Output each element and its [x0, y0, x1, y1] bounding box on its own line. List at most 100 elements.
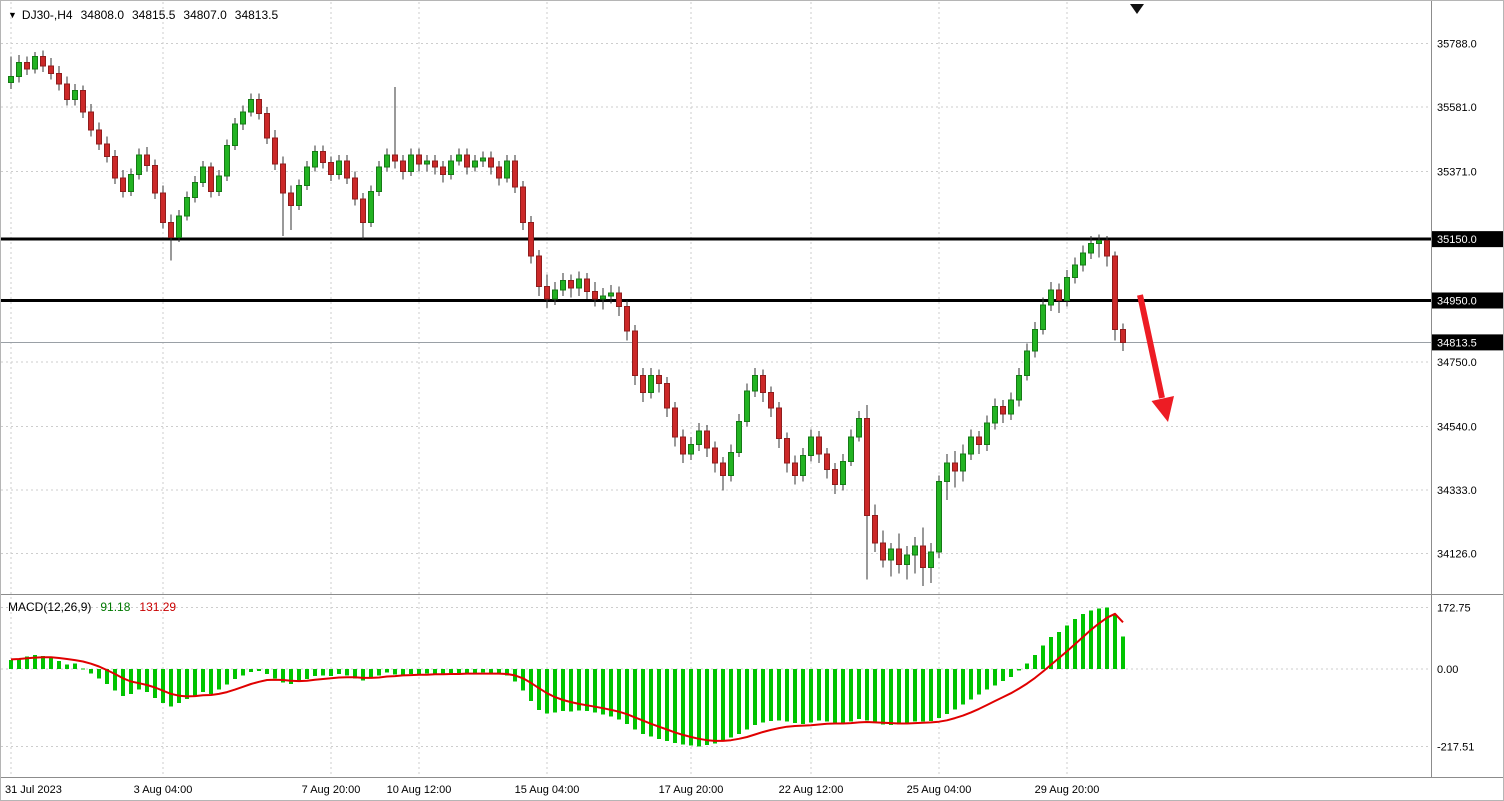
candle-bullish — [936, 481, 942, 553]
candle-bearish — [544, 286, 550, 300]
macd-histogram-bar — [889, 669, 893, 726]
macd-histogram-bar — [105, 669, 109, 684]
level-price-tag — [1432, 231, 1503, 248]
price-axis-label: 34750.0 — [1437, 357, 1477, 369]
macd-histogram-bar — [937, 669, 941, 719]
time-axis[interactable] — [1, 778, 1504, 801]
candle-bearish — [680, 436, 686, 455]
candle-bullish — [560, 280, 566, 291]
macd-signal-value: 131.29 — [139, 600, 177, 614]
macd-histogram-bar — [553, 669, 557, 713]
candle-bullish — [312, 151, 318, 168]
macd-histogram-bar — [529, 669, 533, 702]
candle-bearish — [168, 221, 174, 239]
macd-histogram-bar — [761, 669, 765, 723]
candle-bullish — [304, 166, 310, 186]
candle-bearish — [536, 255, 542, 288]
candle-bearish — [768, 392, 774, 409]
macd-histogram-bar — [329, 669, 333, 677]
candle-bullish — [576, 278, 582, 289]
symbol-name: DJ30-,H4 — [21, 8, 73, 22]
macd-histogram-bar — [913, 669, 917, 722]
macd-histogram-bar — [689, 669, 693, 746]
macd-histogram-bar — [1097, 608, 1101, 669]
macd-histogram-bar — [1065, 625, 1069, 669]
macd-histogram-bar — [361, 669, 365, 681]
candle-bullish — [1072, 264, 1078, 278]
time-axis-label: 17 Aug 20:00 — [659, 784, 724, 796]
symbol-header: ▼ DJ30-,H4 34808.0 34815.5 34807.0 34813.5 — [8, 8, 278, 22]
trend-arrow-head-icon[interactable] — [1151, 396, 1175, 422]
candle-bullish — [848, 436, 854, 463]
macd-histogram-bar — [521, 669, 525, 691]
macd-main-value: 91.18 — [100, 600, 131, 614]
candle-bearish — [432, 160, 438, 168]
macd-histogram-bar — [505, 669, 509, 676]
candle-bullish — [448, 160, 454, 176]
macd-histogram-bar — [769, 669, 773, 721]
macd-signal-line — [10, 612, 1124, 742]
macd-histogram-bar — [297, 669, 301, 682]
candle-bullish — [408, 154, 414, 173]
candle-bullish — [1040, 304, 1046, 331]
level-price-tag-label: 34950.0 — [1437, 296, 1477, 308]
macd-axis-label: 172.75 — [1437, 603, 1471, 615]
macd-histogram-bar — [337, 669, 341, 674]
chart-shift-marker-icon[interactable] — [1130, 4, 1144, 14]
macd-histogram-bar — [457, 669, 461, 673]
candle-bullish — [968, 436, 974, 455]
macd-histogram-bar — [561, 669, 565, 712]
candle-bearish — [640, 375, 646, 394]
candle-bullish — [176, 215, 182, 239]
candle-bullish — [456, 154, 462, 162]
price-axis-label: 35788.0 — [1437, 38, 1477, 50]
macd-histogram-bar — [945, 669, 949, 714]
candle-bullish — [1024, 350, 1030, 377]
candle-bearish — [520, 186, 526, 223]
candle-bullish — [224, 145, 230, 177]
macd-histogram-bar — [969, 669, 973, 700]
macd-histogram-bar — [753, 669, 757, 726]
candle-bullish — [424, 160, 430, 165]
candle-bearish — [80, 89, 86, 113]
macd-histogram-bar — [545, 669, 549, 714]
bar-high-value: 34815.5 — [132, 8, 176, 22]
macd-histogram-bar — [1017, 669, 1021, 671]
macd-histogram-bar — [241, 669, 245, 676]
macd-histogram-bar — [921, 669, 925, 722]
macd-histogram-bar — [393, 669, 397, 675]
macd-histogram-bar — [1113, 615, 1117, 669]
candle-bearish — [88, 111, 94, 131]
macd-histogram-bar — [321, 669, 325, 676]
bar-low-value: 34807.0 — [183, 8, 227, 22]
trend-arrow-shaft[interactable] — [1137, 294, 1165, 399]
collapse-icon[interactable]: ▼ — [8, 10, 17, 20]
macd-histogram-bar — [785, 669, 789, 722]
macd-histogram-bar — [1057, 631, 1061, 669]
candle-bearish — [104, 143, 110, 157]
macd-histogram-bar — [161, 669, 165, 704]
candle-bullish — [136, 154, 142, 176]
macd-histogram-bar — [17, 658, 21, 669]
macd-histogram-bar — [897, 669, 901, 725]
candle-bearish — [96, 129, 102, 145]
macd-histogram-bar — [1041, 645, 1045, 669]
macd-histogram-bar — [265, 669, 269, 674]
candle-bearish — [272, 137, 278, 165]
candle-bearish — [864, 418, 870, 516]
price-axis[interactable] — [1431, 1, 1504, 777]
candle-bullish — [856, 418, 862, 438]
candle-bearish — [1120, 329, 1126, 343]
candle-bearish — [624, 306, 630, 332]
time-axis-label: 29 Aug 20:00 — [1035, 784, 1100, 796]
candle-bearish — [320, 151, 326, 163]
macd-histogram-bar — [449, 669, 453, 674]
macd-histogram-bar — [833, 669, 837, 723]
candle-bullish — [504, 160, 510, 179]
candle-bearish — [40, 56, 46, 67]
candle-bearish — [1056, 289, 1062, 302]
macd-histogram-bar — [369, 669, 373, 679]
candle-bearish — [784, 438, 790, 464]
macd-histogram-bar — [209, 669, 213, 694]
